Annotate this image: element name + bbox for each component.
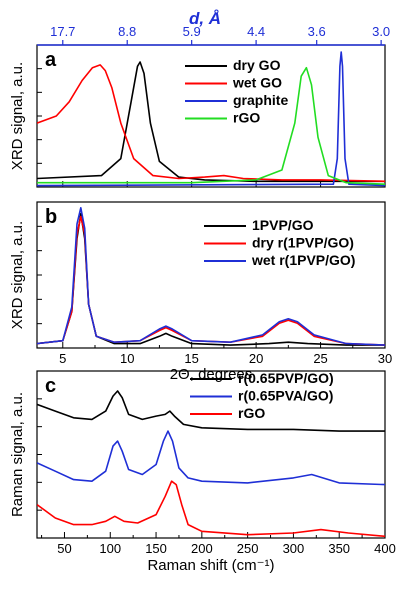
legend-label: graphite [233, 92, 288, 108]
legend-label: wet r(1PVP/GO) [251, 252, 355, 268]
x-tick-label: 25 [313, 351, 327, 366]
x-axis-title: Raman shift (cm⁻¹) [147, 557, 274, 574]
series-group [37, 51, 385, 187]
legend-label: rGO [238, 405, 265, 421]
series-line-rgo [37, 66, 385, 185]
plot-frame [36, 201, 386, 349]
series-line-wet-go [37, 64, 385, 183]
x-tick-label: 150 [145, 541, 167, 556]
legend-label: r(0.65PVP/GO) [238, 370, 334, 386]
x-tick-label: 5 [59, 351, 66, 366]
x-tick-label: 15 [184, 351, 198, 366]
series-line-dry-go [37, 61, 385, 183]
top-axis-title: d, Å [189, 9, 221, 28]
panel-letter: b [45, 206, 57, 228]
series-line-rgo [37, 480, 385, 538]
series-line-1pvp-go [37, 212, 385, 346]
legend-label: 1PVP/GO [252, 217, 314, 233]
series-line-dry-r-1pvp-go- [37, 215, 385, 346]
series-line-r-0-65pvp-go- [37, 390, 385, 432]
y-axis-title: XRD signal, a.u. [9, 221, 26, 329]
panel-c: 50 100 150 200 250 300 350 400 c r(0.65PVP/GO) r(0… [9, 370, 396, 574]
series-line-r-0-65pva-go- [37, 430, 385, 486]
x-tick-label: 400 [374, 541, 396, 556]
x-tick-label: 200 [191, 541, 213, 556]
panel-letter: c [45, 375, 56, 397]
panel-letter: a [45, 49, 57, 71]
legend-label: r(0.65PVA/GO) [238, 388, 333, 404]
panel-a: 17.7 8.8 5.9 4.4 3.6 3.0 d, Å a dry GO wet GOgrap… [9, 9, 390, 188]
series-line-graphite [37, 51, 385, 187]
x-tick-label: 30 [378, 351, 392, 366]
top-axis-tick-label: 4.4 [247, 24, 265, 39]
x-tick-label: 300 [283, 541, 305, 556]
top-axis-tick-label: 3.0 [372, 24, 390, 39]
top-axis-tick-label: 3.6 [308, 24, 326, 39]
series-line-wet-r-1pvp-go- [37, 207, 385, 346]
top-axis-tick-label: 8.8 [118, 24, 136, 39]
x-tick-label: 100 [99, 541, 121, 556]
x-tick-label: 10 [120, 351, 134, 366]
legend-label: dry GO [233, 57, 281, 73]
y-axis-title: Raman signal, a.u. [9, 392, 26, 517]
panel-b: 5 10 15 20 25 30 b 1PVP/GO dry r(1PVP/GO)wet r(1… [9, 201, 392, 383]
series-group [37, 207, 385, 346]
legend-label: rGO [233, 110, 260, 126]
x-tick-label: 20 [249, 351, 263, 366]
x-tick-label: 350 [328, 541, 350, 556]
top-axis-tick-label: 5.9 [183, 24, 201, 39]
legend-label: wet GO [232, 75, 282, 91]
y-axis-title: XRD signal, a.u. [9, 62, 26, 170]
x-tick-label: 250 [237, 541, 259, 556]
series-group [37, 390, 385, 538]
top-axis-tick-label: 17.7 [50, 24, 75, 39]
x-tick-label: 50 [57, 541, 71, 556]
legend-label: dry r(1PVP/GO) [252, 235, 354, 251]
